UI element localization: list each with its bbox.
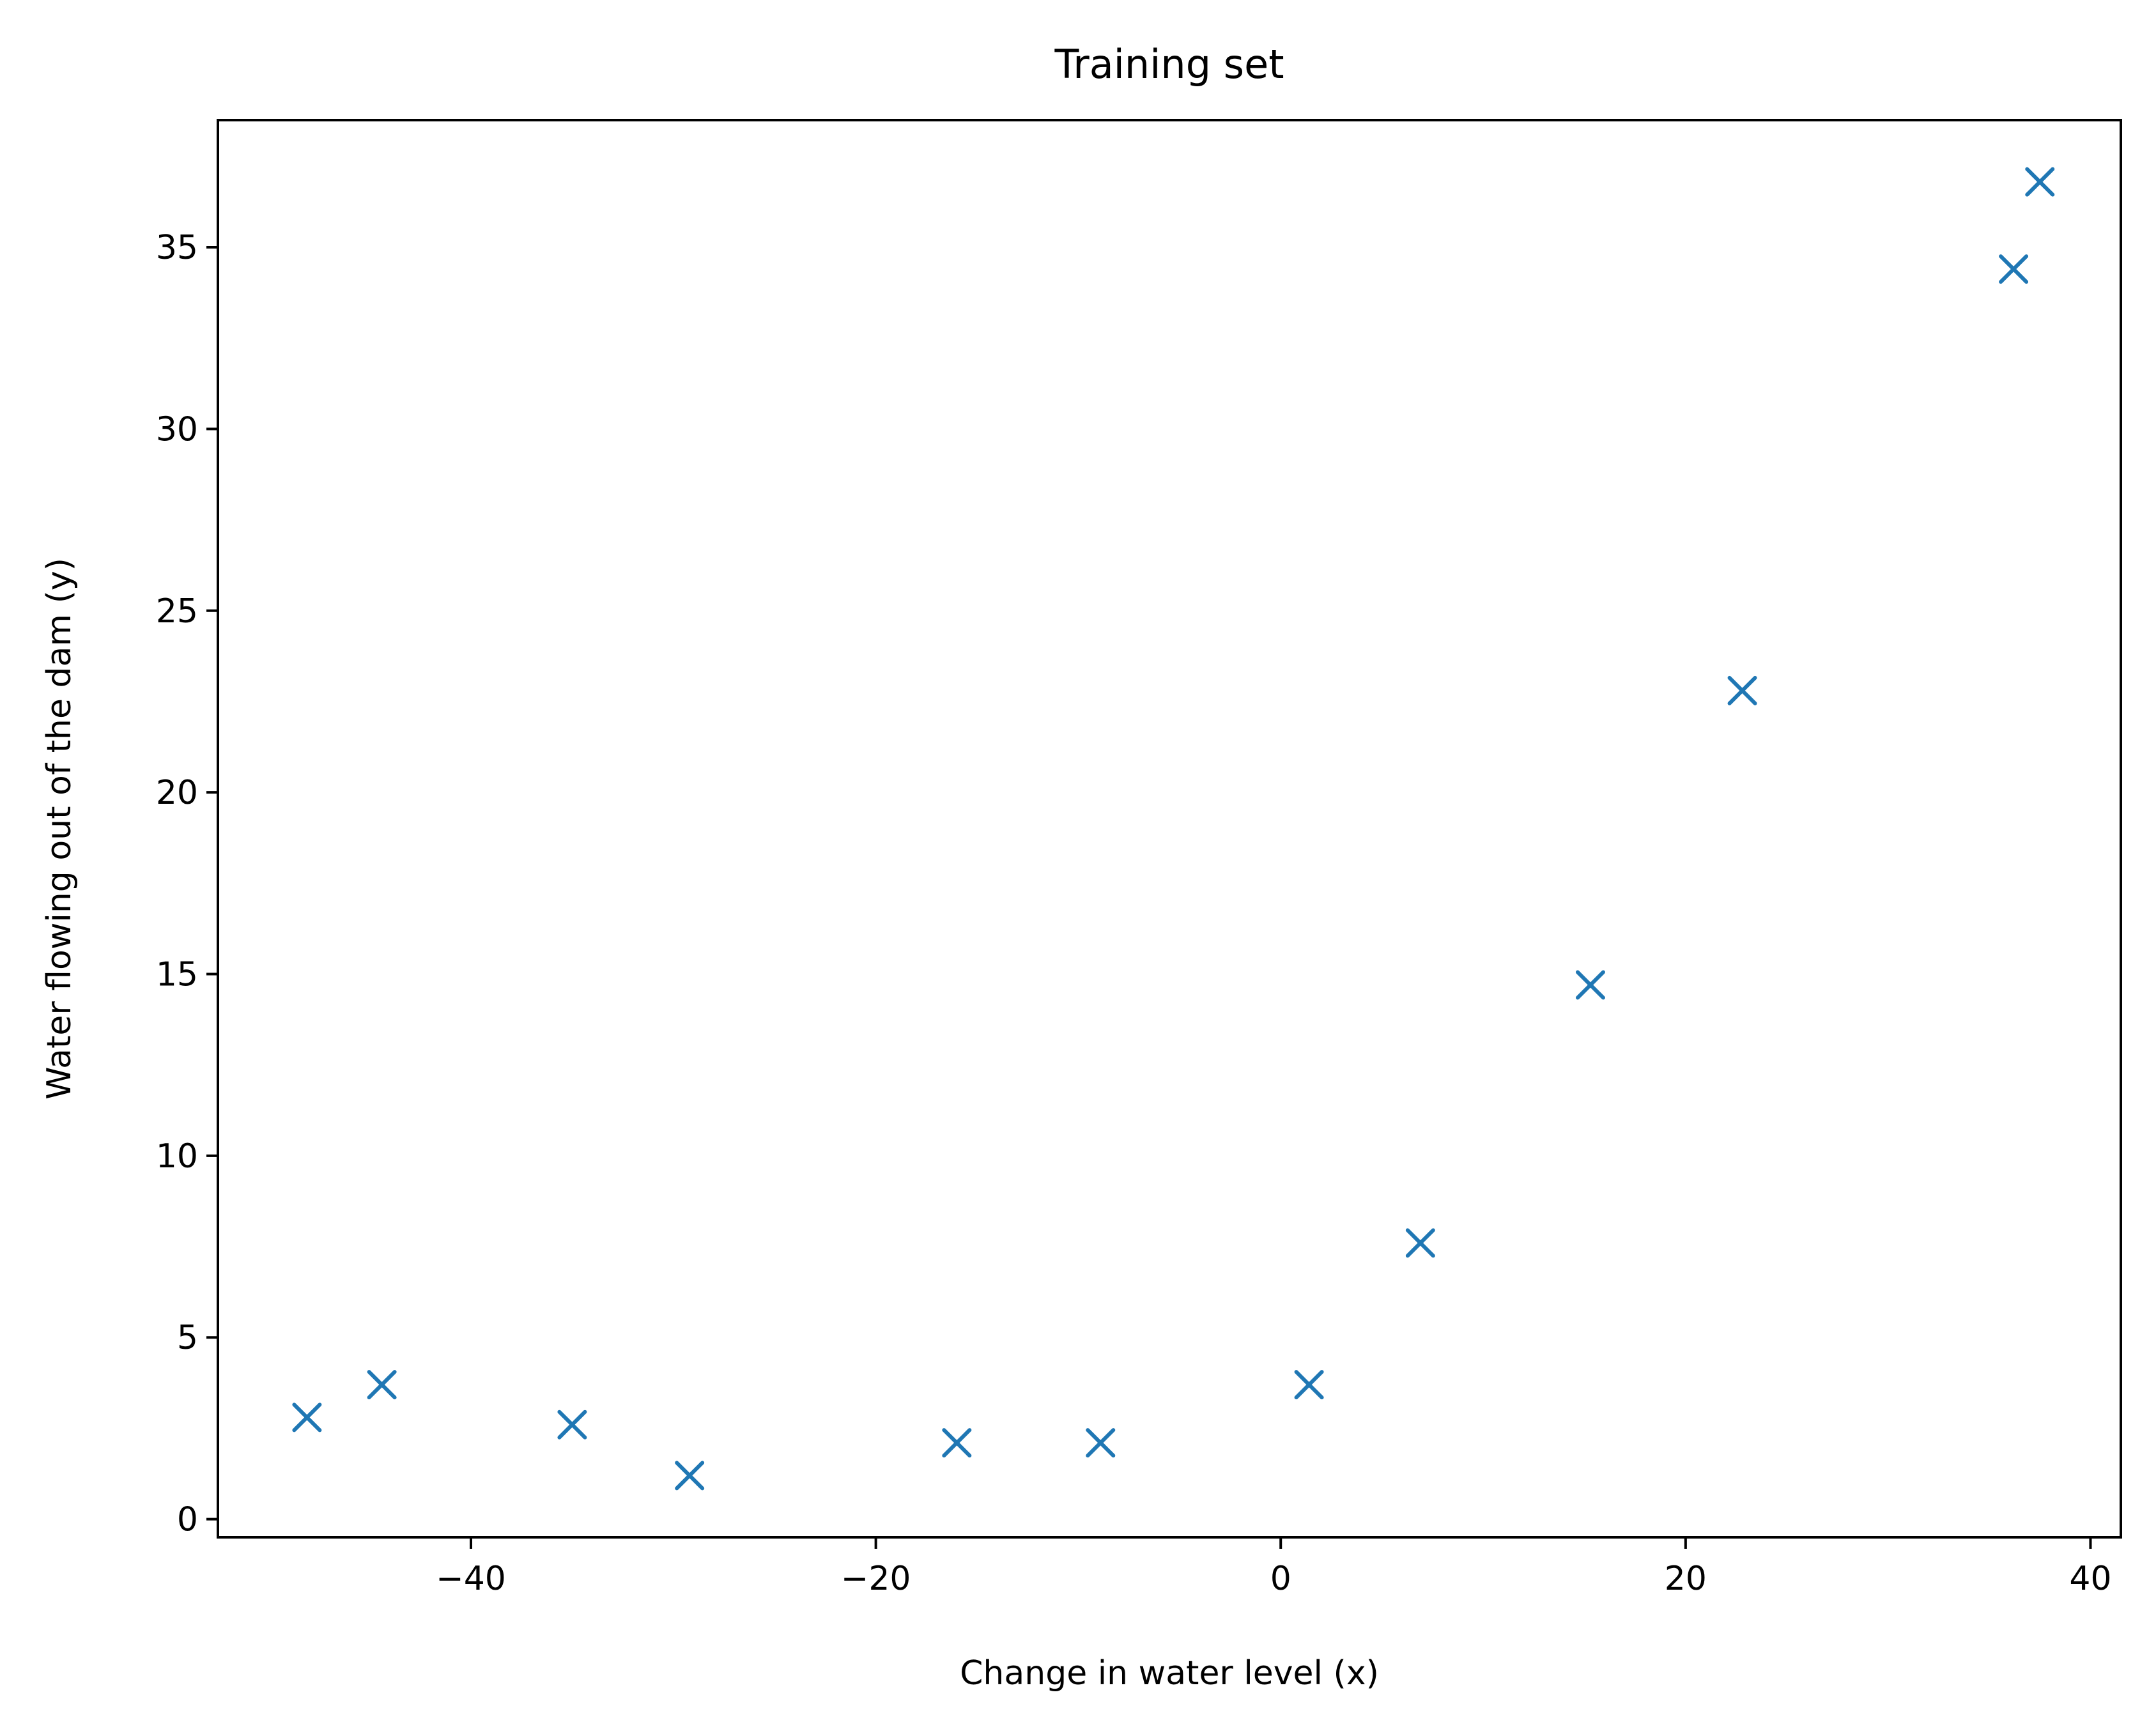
point-stroke [1086, 1428, 1116, 1458]
data-points [292, 167, 2055, 1491]
point-stroke [2025, 167, 2055, 197]
y-axis-ticks: 0 5 10 15 20 25 30 35 [156, 229, 218, 1539]
data-point [675, 1461, 705, 1491]
point-stroke [1999, 254, 2029, 284]
y-tick-label: 10 [156, 1137, 198, 1176]
y-tick-label: 35 [156, 229, 198, 267]
y-tick-label: 5 [177, 1319, 198, 1357]
data-point [1086, 1428, 1116, 1458]
data-point [367, 1370, 397, 1400]
y-tick-label: 20 [156, 774, 198, 812]
data-point [1727, 675, 1757, 705]
point-stroke [1405, 1228, 1435, 1258]
data-point [1294, 1370, 1324, 1400]
y-tick-label: 15 [156, 955, 198, 994]
x-tick-label: −20 [841, 1560, 911, 1598]
x-tick-label: 0 [1270, 1560, 1291, 1598]
x-axis-ticks: −40 −20 0 20 40 [436, 1537, 2112, 1598]
data-point [557, 1410, 587, 1440]
x-tick-label: 40 [2069, 1560, 2111, 1598]
y-tick-label: 30 [156, 410, 198, 449]
x-axis-label: Change in water level (x) [960, 1654, 1379, 1693]
plot-area-frame [217, 119, 2122, 1539]
y-tick-label: 0 [177, 1501, 198, 1539]
data-point [942, 1428, 972, 1458]
point-stroke [292, 1402, 322, 1433]
point-stroke [367, 1370, 397, 1400]
x-tick-label: −40 [436, 1560, 506, 1598]
x-tick-label: 20 [1665, 1560, 1707, 1598]
point-stroke [942, 1428, 972, 1458]
data-point [1405, 1228, 1435, 1258]
chart-title: Training set [1054, 41, 1284, 88]
y-tick-label: 25 [156, 592, 198, 631]
data-point [292, 1402, 322, 1433]
point-stroke [675, 1461, 705, 1491]
data-point [1999, 254, 2029, 284]
point-stroke [557, 1410, 587, 1440]
data-point [2025, 167, 2055, 197]
data-point [1575, 970, 1605, 1000]
point-stroke [1575, 970, 1605, 1000]
y-axis-label: Water flowing out of the dam (y) [40, 558, 79, 1100]
point-stroke [1294, 1370, 1324, 1400]
point-stroke [1727, 675, 1757, 705]
